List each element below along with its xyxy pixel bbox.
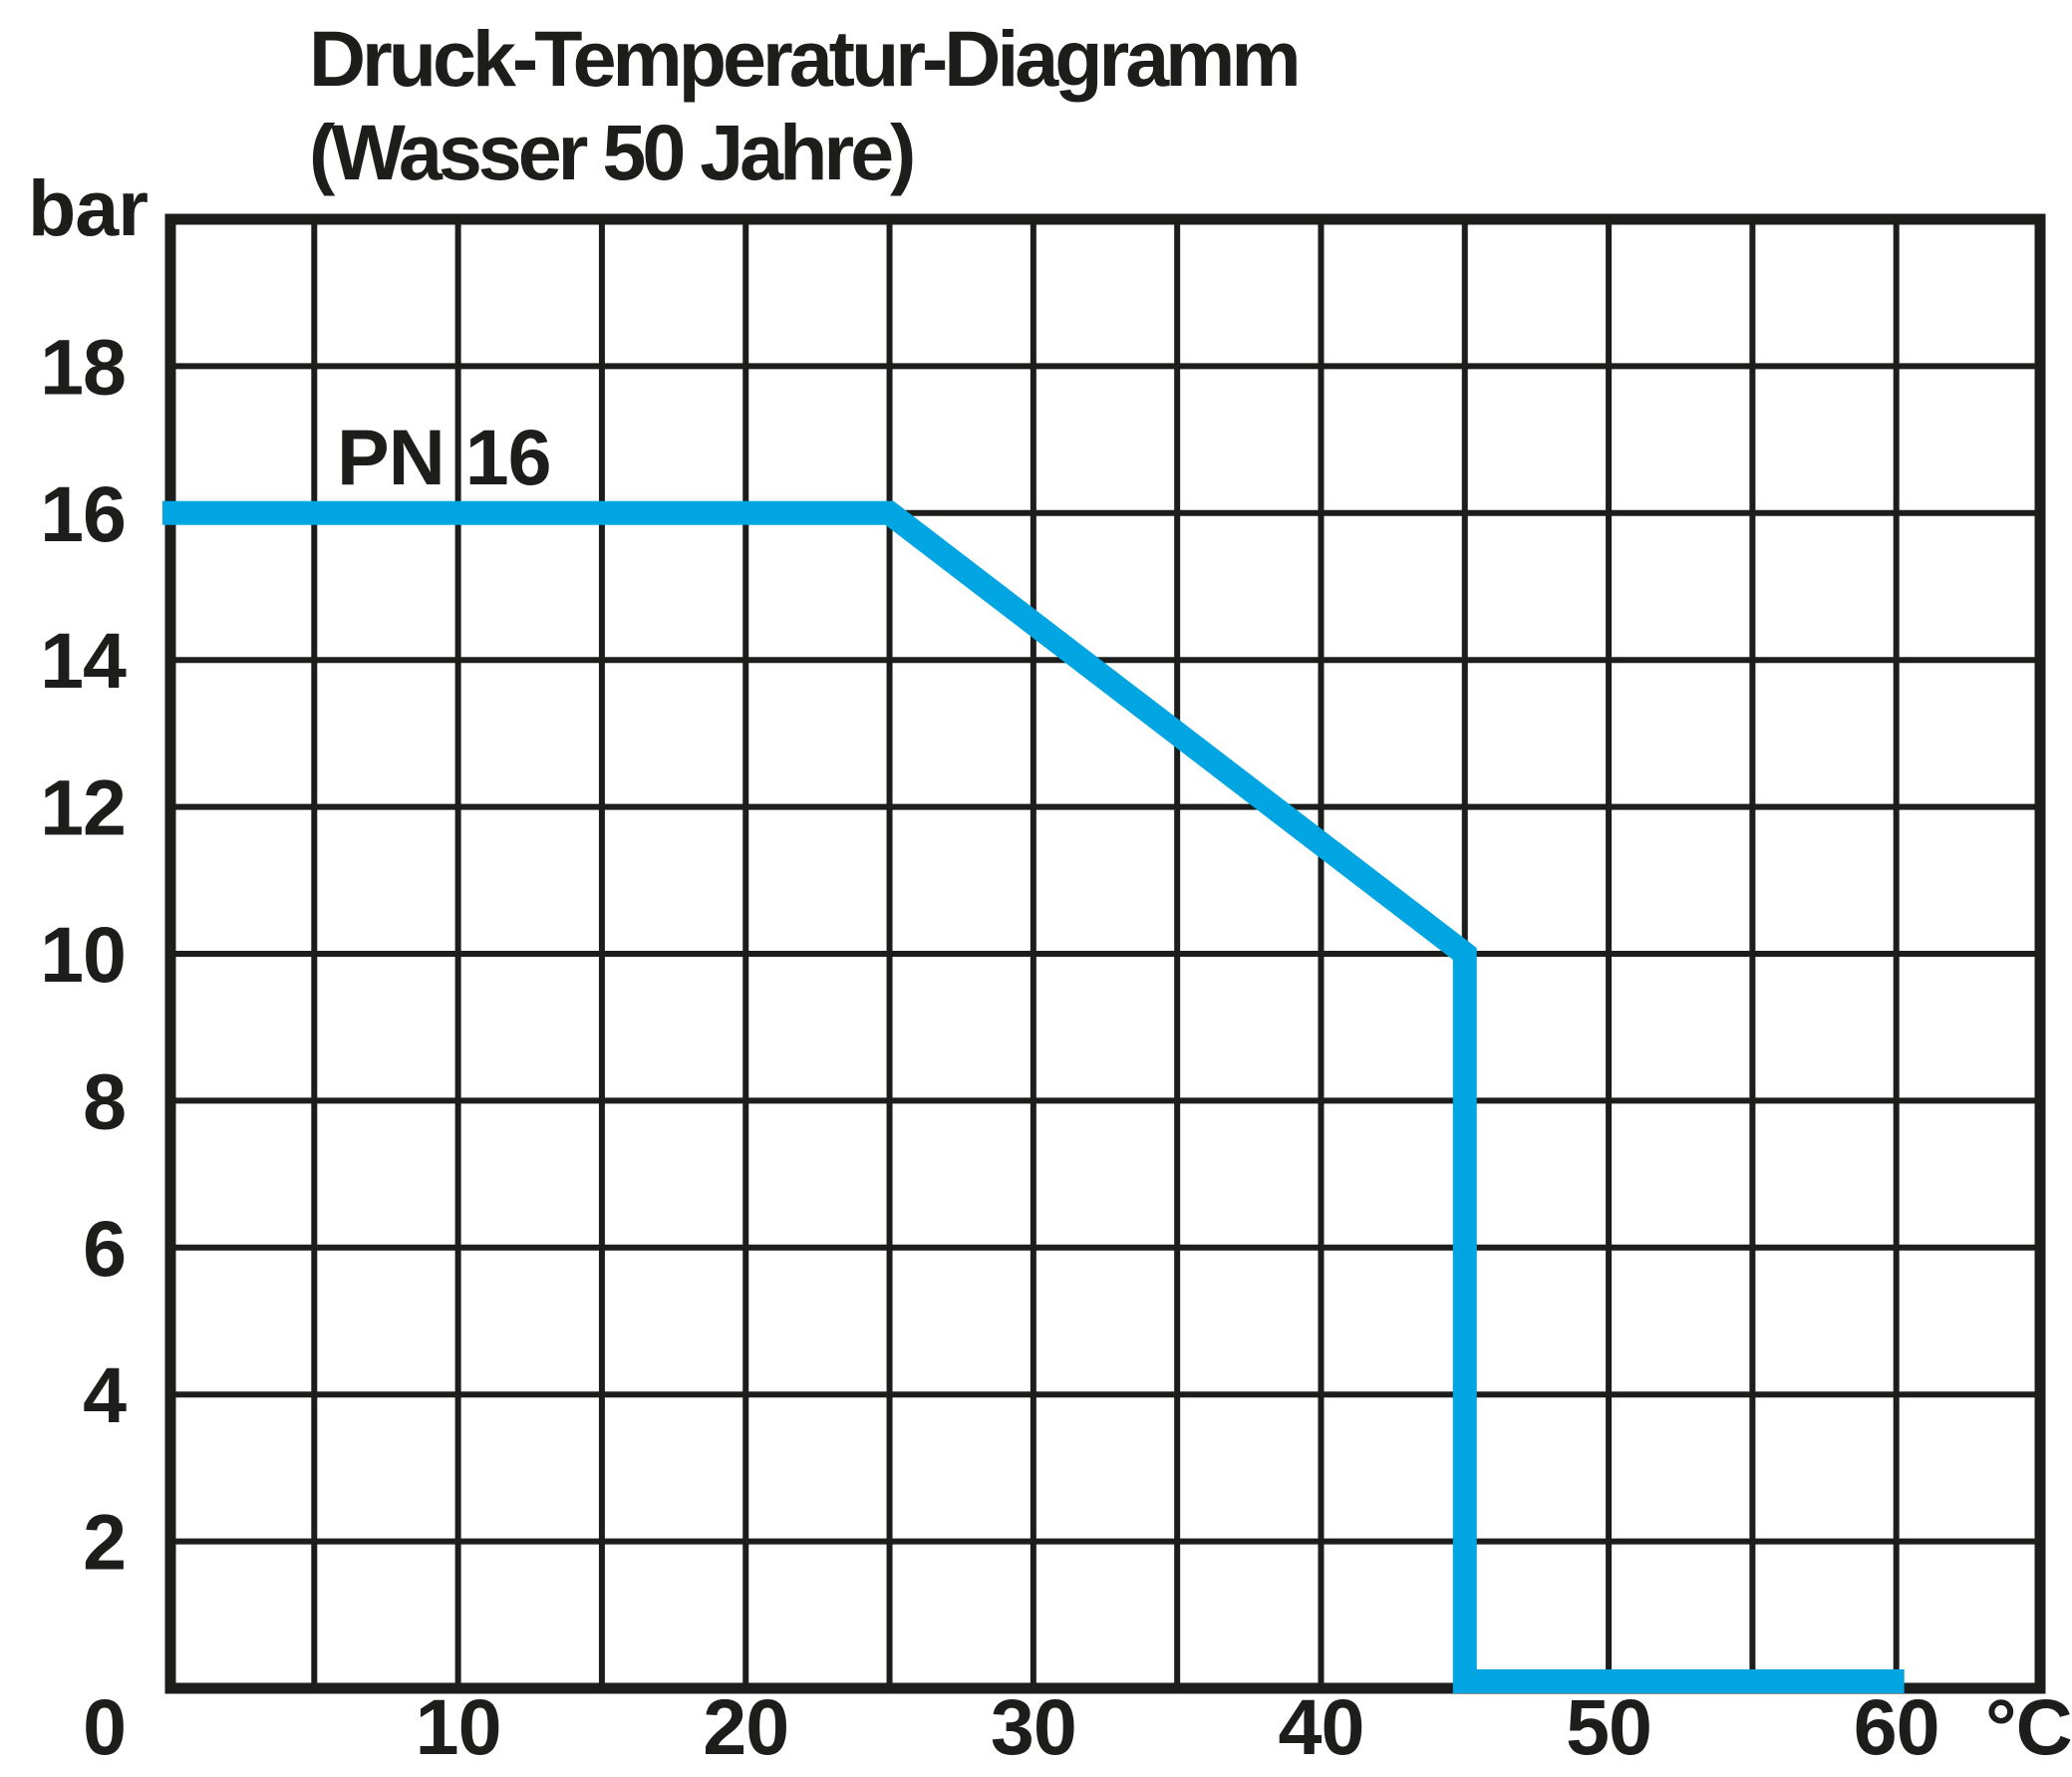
y-tick-label: 18 [40,322,126,411]
x-tick-label: 10 [416,1682,501,1771]
y-tick-label: 2 [83,1498,126,1587]
series-label: PN 16 [337,413,551,501]
x-tick-label: 60 [1854,1682,1939,1771]
pn16-curve [162,500,1905,1693]
chart-subtitle: (Wasser 50 Jahre) [309,108,913,196]
x-tick-labels: 10 20 30 40 50 60 [416,1682,1940,1771]
plot-border [164,213,2046,1694]
x-tick-label: 30 [991,1682,1076,1771]
y-axis-unit-label: bar [28,163,148,252]
y-tick-label: 8 [83,1056,126,1145]
y-tick-label: 10 [40,910,126,999]
y-tick-label: 4 [83,1350,127,1439]
y-tick-labels: 18 16 14 12 10 8 6 4 2 [40,322,128,1587]
x-tick-label: 50 [1566,1682,1651,1771]
y-tick-label: 12 [40,763,126,852]
x-axis-unit-label: °C [1985,1682,2072,1771]
chart-title: Druck-Temperatur-Diagramm [309,14,1298,103]
origin-tick-label: 0 [83,1682,126,1771]
x-tick-label: 40 [1279,1682,1364,1771]
y-tick-label: 6 [83,1204,126,1293]
x-tick-label: 20 [703,1682,788,1771]
y-tick-label: 14 [40,616,127,705]
y-tick-label: 16 [40,469,126,558]
grid-layer [170,219,2040,1688]
